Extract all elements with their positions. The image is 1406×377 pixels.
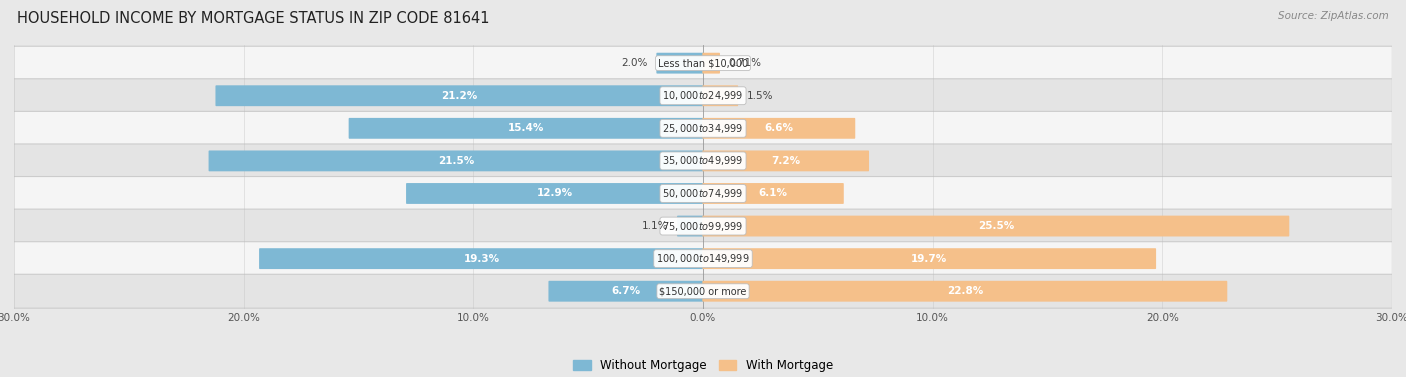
FancyBboxPatch shape [259,248,703,269]
Text: Less than $10,000: Less than $10,000 [658,58,748,68]
FancyBboxPatch shape [703,183,844,204]
FancyBboxPatch shape [703,281,1227,302]
FancyBboxPatch shape [703,53,720,74]
Text: 6.6%: 6.6% [765,123,793,133]
FancyBboxPatch shape [215,85,703,106]
FancyBboxPatch shape [349,118,703,139]
Text: 15.4%: 15.4% [508,123,544,133]
Legend: Without Mortgage, With Mortgage: Without Mortgage, With Mortgage [568,355,838,377]
FancyBboxPatch shape [703,85,738,106]
Text: $100,000 to $149,999: $100,000 to $149,999 [657,252,749,265]
Text: $35,000 to $49,999: $35,000 to $49,999 [662,155,744,167]
FancyBboxPatch shape [14,242,1392,276]
FancyBboxPatch shape [548,281,703,302]
Text: 6.7%: 6.7% [612,286,641,296]
FancyBboxPatch shape [678,216,703,236]
Text: 2.0%: 2.0% [621,58,648,68]
Text: 6.1%: 6.1% [759,188,787,198]
Text: $10,000 to $24,999: $10,000 to $24,999 [662,89,744,102]
Text: 1.1%: 1.1% [643,221,669,231]
Text: $25,000 to $34,999: $25,000 to $34,999 [662,122,744,135]
Text: $75,000 to $99,999: $75,000 to $99,999 [662,219,744,233]
Text: 1.5%: 1.5% [747,91,773,101]
Text: 7.2%: 7.2% [770,156,800,166]
Text: 25.5%: 25.5% [977,221,1014,231]
Text: 19.3%: 19.3% [464,254,499,264]
Text: 12.9%: 12.9% [537,188,572,198]
Text: 21.5%: 21.5% [439,156,474,166]
FancyBboxPatch shape [14,79,1392,113]
FancyBboxPatch shape [14,144,1392,178]
FancyBboxPatch shape [208,150,703,171]
FancyBboxPatch shape [657,53,703,74]
FancyBboxPatch shape [14,176,1392,210]
FancyBboxPatch shape [14,209,1392,243]
Text: 19.7%: 19.7% [911,254,948,264]
Text: $150,000 or more: $150,000 or more [659,286,747,296]
Text: Source: ZipAtlas.com: Source: ZipAtlas.com [1278,11,1389,21]
FancyBboxPatch shape [703,150,869,171]
FancyBboxPatch shape [14,111,1392,145]
FancyBboxPatch shape [14,46,1392,80]
FancyBboxPatch shape [406,183,703,204]
FancyBboxPatch shape [703,118,855,139]
Text: 0.71%: 0.71% [728,58,762,68]
Text: 22.8%: 22.8% [946,286,983,296]
Text: 21.2%: 21.2% [441,91,478,101]
Text: HOUSEHOLD INCOME BY MORTGAGE STATUS IN ZIP CODE 81641: HOUSEHOLD INCOME BY MORTGAGE STATUS IN Z… [17,11,489,26]
FancyBboxPatch shape [703,216,1289,236]
Text: $50,000 to $74,999: $50,000 to $74,999 [662,187,744,200]
FancyBboxPatch shape [703,248,1156,269]
FancyBboxPatch shape [14,274,1392,308]
